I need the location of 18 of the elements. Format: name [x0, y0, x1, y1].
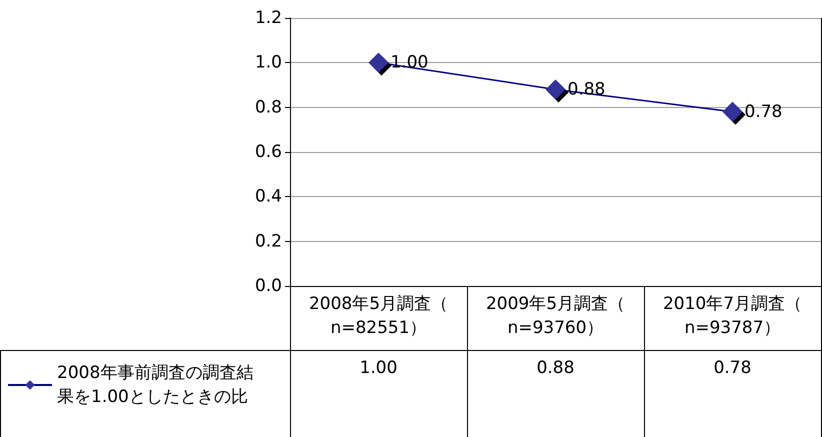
y-tick-label: 0.0	[254, 276, 282, 296]
data-label: 1.00	[358, 358, 398, 378]
y-tick-label: 0.6	[254, 142, 282, 162]
y-tick-label: 0.8	[254, 97, 282, 118]
x-tick-label: 2009年5月調査（n=93760）	[486, 294, 626, 338]
data-label: 0.78	[712, 358, 752, 378]
x-tick-label: 2008年5月調査（n=82551）	[308, 294, 448, 338]
point	[368, 52, 388, 73]
x-tick-label: 2010年7月調査（n=93787）	[662, 294, 802, 338]
y-tick-label: 1.0	[254, 52, 282, 73]
y-tick-label: 1.2	[254, 8, 282, 28]
y-tick-label: 0.2	[254, 231, 282, 252]
legend-label: 2008年事前調査の調査結果を1.00としたときの比	[57, 363, 254, 407]
point	[546, 79, 566, 100]
data-label: 0.88	[536, 358, 576, 378]
y-tick-label: 0.4	[254, 186, 282, 207]
point	[722, 102, 742, 122]
text: 0.78	[744, 102, 782, 122]
